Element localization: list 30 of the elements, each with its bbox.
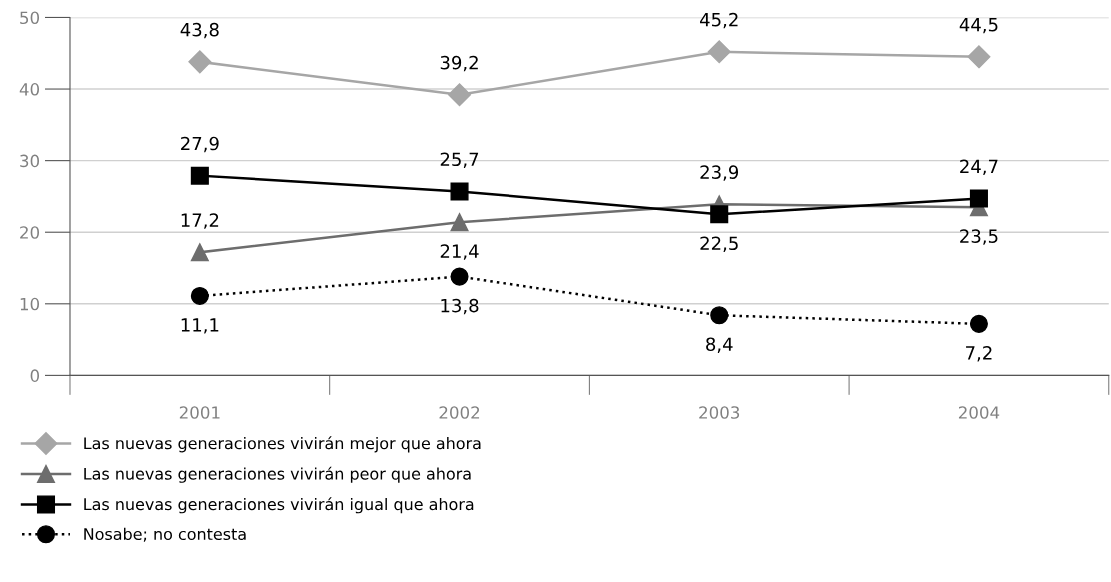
legend-label: Las nuevas generaciones vivirán mejor que ahora xyxy=(84,436,481,453)
y-tick-label: 0 xyxy=(30,369,40,382)
data-label: 23,5 xyxy=(960,229,998,245)
data-label: 13,8 xyxy=(441,298,479,315)
data-label: 17,2 xyxy=(181,213,219,229)
y-tick-label: 50 xyxy=(20,11,40,25)
legend-label: Las nuevas generaciones vivirán peor que ahora xyxy=(84,466,471,483)
y-tick-label: 20 xyxy=(20,226,40,239)
data-label: 23,9 xyxy=(700,165,739,181)
y-tick-label: 40 xyxy=(19,83,40,96)
data-label: 22,5 xyxy=(700,236,738,252)
legend-label: Nosabe; no contesta xyxy=(84,527,246,542)
x-tick-label: 2003 xyxy=(699,406,740,419)
data-label: 7,2 xyxy=(966,345,992,362)
data-label: 21,4 xyxy=(440,244,479,260)
data-label: 25,7 xyxy=(440,152,479,168)
data-label: 43,8 xyxy=(180,22,219,39)
legend-label: Las nuevas generaciones vivirán igual que ahora xyxy=(84,497,474,514)
x-tick-label: 2004 xyxy=(958,406,1000,419)
data-label: 11,1 xyxy=(181,318,219,334)
data-label: 39,2 xyxy=(440,55,478,72)
x-tick-label: 2002 xyxy=(439,406,480,419)
y-tick-label: 30 xyxy=(20,154,40,168)
y-tick-label: 10 xyxy=(20,297,40,311)
data-label: 8,4 xyxy=(706,337,733,353)
data-label: 45,2 xyxy=(700,12,738,29)
data-label: 27,9 xyxy=(181,136,219,153)
data-label: 24,7 xyxy=(960,159,998,176)
data-label: 44,5 xyxy=(959,18,998,34)
x-tick-label: 2001 xyxy=(179,406,220,419)
